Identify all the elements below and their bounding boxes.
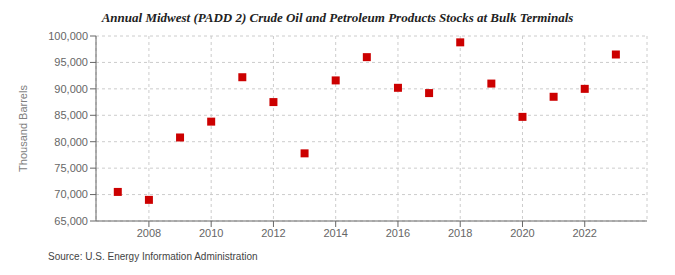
html-text:Annual Midwest (PADD 2) Crude: Annual Midwest (PADD 2) Crude Oil and Pe… <box>101 10 574 25</box>
svg-text:2008: 2008 <box>137 227 161 239</box>
svg-text:Thousand Barrels: Thousand Barrels <box>17 85 29 172</box>
svg-text:70,000: 70,000 <box>54 188 88 200</box>
svg-text:100,000: 100,000 <box>48 30 88 42</box>
svg-text:2022: 2022 <box>572 227 596 239</box>
svg-text:75,000: 75,000 <box>54 162 88 174</box>
svg-text:85,000: 85,000 <box>54 109 88 121</box>
svg-text:80,000: 80,000 <box>54 136 88 148</box>
svg-text:90,000: 90,000 <box>54 83 88 95</box>
svg-text:2020: 2020 <box>510 227 534 239</box>
svg-text:65,000: 65,000 <box>54 215 88 227</box>
svg-text:2016: 2016 <box>386 227 410 239</box>
svg-text:95,000: 95,000 <box>54 56 88 68</box>
svg-text:2014: 2014 <box>323 227 347 239</box>
html-text:Source: U.S. Energy Informatio: Source: U.S. Energy Information Administ… <box>48 251 258 262</box>
svg-text:2018: 2018 <box>448 227 472 239</box>
svg-text:2010: 2010 <box>199 227 223 239</box>
svg-text:2012: 2012 <box>261 227 285 239</box>
